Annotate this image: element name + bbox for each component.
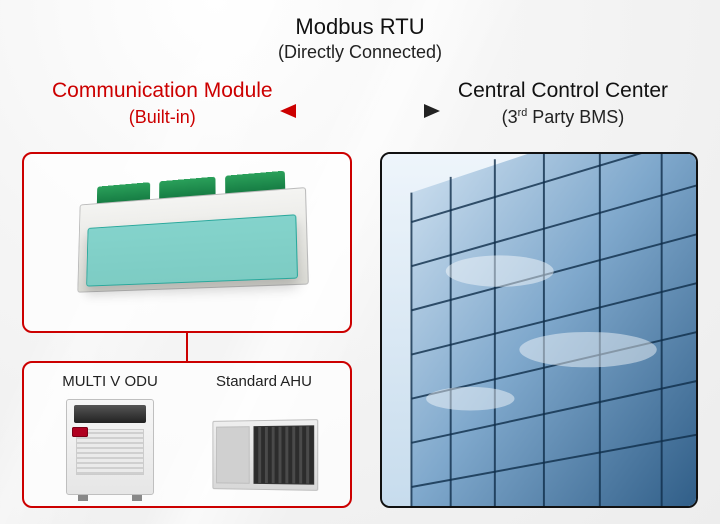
lg-logo-icon: [72, 427, 88, 437]
device-odu-label: MULTI V ODU: [62, 373, 158, 390]
control-center-label: Central Control Center (3rd Party BMS): [458, 77, 668, 130]
control-center-title: Central Control Center: [458, 77, 668, 105]
din-front-cover: [86, 215, 298, 287]
comm-module-subtitle: (Built-in): [52, 105, 273, 129]
protocol-title: Modbus RTU: [0, 14, 720, 40]
device-ahu-label: Standard AHU: [216, 373, 312, 390]
ahu-illustration: [212, 419, 318, 491]
protocol-subtitle: (Directly Connected): [0, 42, 720, 63]
building-illustration: [382, 154, 696, 506]
right-column: [380, 152, 698, 508]
odu-illustration: [66, 399, 154, 495]
header: Modbus RTU (Directly Connected): [0, 0, 720, 63]
vertical-connector: [22, 333, 352, 361]
device-ahu: Standard AHU: [192, 373, 336, 498]
comm-module-box: [22, 152, 352, 333]
device-odu: MULTI V ODU: [38, 373, 182, 498]
devices-box: MULTI V ODU Standard AHU: [22, 361, 352, 508]
din-module-illustration: [77, 169, 310, 310]
left-column: MULTI V ODU Standard AHU: [22, 152, 352, 508]
comm-module-title: Communication Module: [52, 77, 273, 105]
control-center-subtitle: (3rd Party BMS): [458, 105, 668, 129]
comm-module-label: Communication Module (Built-in): [52, 77, 273, 130]
content-panels: MULTI V ODU Standard AHU: [22, 152, 698, 508]
section-labels: Communication Module (Built-in) Central …: [0, 77, 720, 130]
building-box: [380, 152, 698, 508]
